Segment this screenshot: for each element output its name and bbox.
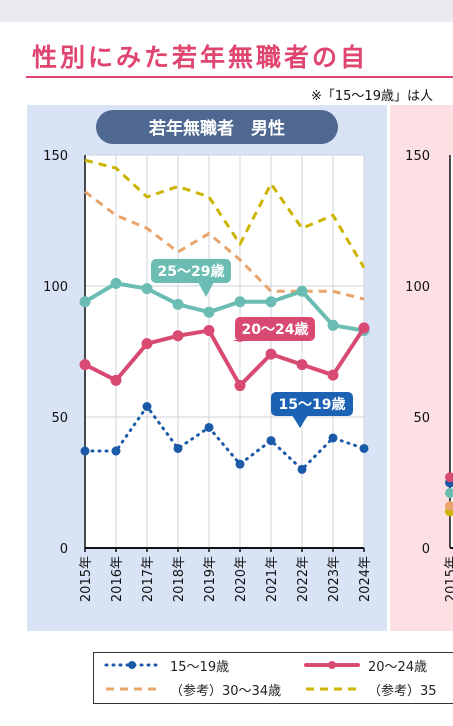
data-point-15-19: [80, 446, 90, 456]
callout-25-29: 25〜29歳: [151, 259, 231, 297]
legend: 15〜19歳 20〜24歳 （参考）30〜34歳 （参考）35: [93, 652, 453, 704]
data-point-25-29: [79, 296, 91, 308]
female-data-point-25-29: [445, 487, 453, 498]
x-tick-label: 2023年: [327, 556, 342, 602]
y-tick-label: 150: [43, 149, 68, 164]
data-point-15-19: [173, 443, 183, 453]
data-point-15-19: [111, 446, 121, 456]
series-line-25-29: [83, 281, 366, 333]
x-tick-label: 2022年: [296, 556, 311, 602]
y-tick-label: 50: [51, 411, 68, 426]
female-data-point-30-34: [445, 501, 453, 512]
callout-15-19-box: [271, 392, 353, 416]
data-point-25-29: [296, 285, 308, 297]
data-point-15-19: [328, 433, 338, 443]
x-tick-label: 2017年: [141, 556, 156, 602]
callout-25-29-pointer: [198, 282, 214, 297]
data-point-15-19: [266, 436, 276, 446]
data-point-20-24: [265, 348, 277, 360]
data-point-15-19: [235, 459, 245, 469]
top-strip: [0, 0, 453, 22]
data-point-25-29: [203, 306, 215, 318]
data-point-20-24: [79, 359, 91, 371]
data-point-25-29: [234, 296, 246, 308]
callout-20-24-text: 20〜24歳: [242, 321, 309, 338]
plot-area: [85, 155, 364, 548]
female-panel-bg: [390, 105, 453, 631]
callout-15-19: 15〜19歳: [271, 392, 353, 428]
female-data-point-20-24: [445, 472, 453, 483]
data-point-20-24: [296, 359, 308, 371]
female-plot-area: [450, 155, 453, 548]
female-y-tick-label: 100: [405, 280, 430, 295]
female-y-tick-label: 50: [413, 411, 430, 426]
legend-swatch-20-24: [304, 661, 360, 669]
series-line-15-19: [83, 405, 366, 471]
chart-area: 若年無職者 男性 0 50 100 150 2015年 2016年 2017年 2018年 201…: [27, 105, 453, 631]
callout-20-24-box: [235, 317, 315, 341]
x-tick-label: 2015年: [79, 556, 94, 602]
x-tick-label: 2016年: [110, 556, 125, 602]
x-tick-label: 2018年: [172, 556, 187, 602]
legend-label-20-24: 20〜24歳: [368, 660, 428, 675]
x-tick-label: 2019年: [203, 556, 218, 602]
data-point-15-19: [204, 422, 214, 432]
data-point-25-29: [172, 298, 184, 310]
callout-15-19-text: 15〜19歳: [279, 396, 346, 413]
y-tick-label: 100: [43, 280, 68, 295]
callout-15-19-pointer: [292, 415, 308, 428]
data-point-20-24: [172, 330, 184, 342]
x-tick-label: 2020年: [234, 556, 249, 602]
callout-20-24: 20〜24歳: [232, 317, 315, 342]
title-underline: [26, 76, 453, 78]
callout-25-29-box: [151, 259, 231, 283]
data-point-15-19: [297, 464, 307, 474]
x-tick-label: 2021年: [265, 556, 280, 602]
legend-swatch-35: [306, 687, 358, 691]
callout-25-29-text: 25〜29歳: [158, 263, 225, 280]
data-point-25-29: [327, 319, 339, 331]
data-point-25-29: [141, 283, 153, 295]
data-point-15-19: [142, 402, 152, 412]
data-point-20-24: [327, 369, 339, 381]
legend-label-15-19: 15〜19歳: [170, 660, 230, 675]
data-point-20-24: [358, 322, 370, 334]
panel-title: 若年無職者 男性: [148, 118, 285, 139]
data-point-25-29: [265, 296, 277, 308]
data-point-25-29: [110, 277, 122, 289]
female-y-tick-label: 0: [422, 542, 430, 557]
legend-marker: [128, 661, 136, 669]
callout-20-24-pointer: [232, 340, 248, 342]
x-tick-label: 2024年: [358, 556, 373, 602]
data-point-20-24: [141, 338, 153, 350]
legend-label-35: （参考）35: [368, 684, 437, 699]
panel-title-pill: [96, 110, 338, 144]
legend-swatch-15-19: [104, 661, 160, 669]
y-tick-label: 0: [60, 542, 68, 557]
legend-marker: [328, 661, 336, 669]
female-y-tick-label: 150: [405, 149, 430, 164]
legend-label-30-34: （参考）30〜34歳: [170, 684, 282, 699]
data-point-15-19: [359, 443, 369, 453]
data-point-20-24: [110, 374, 122, 386]
data-point-20-24: [234, 380, 246, 392]
data-point-20-24: [203, 325, 215, 337]
page-title: 性別にみた若年無職者の自: [32, 43, 369, 72]
series-line-20-24: [83, 325, 366, 388]
legend-swatch-30-34: [106, 687, 158, 691]
female-x-tick-label: 2015年: [444, 556, 453, 602]
footnote: ※「15〜19歳」は人: [311, 89, 433, 104]
